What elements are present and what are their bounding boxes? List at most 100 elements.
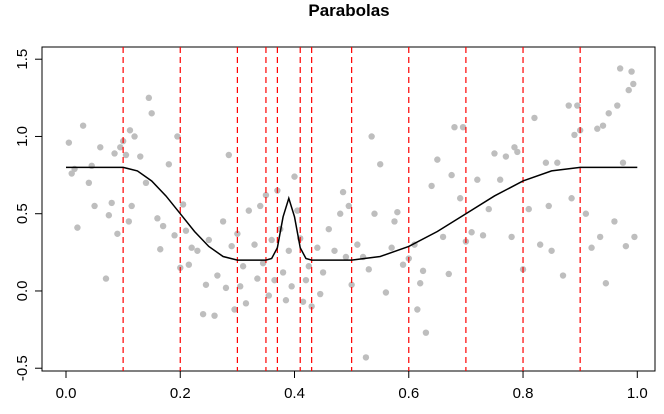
scatter-point — [474, 176, 481, 183]
scatter-point — [628, 68, 635, 75]
scatter-point — [114, 230, 121, 237]
scatter-point — [194, 247, 201, 254]
scatter-point — [459, 123, 467, 131]
scatter-point — [337, 210, 344, 217]
scatter-point — [365, 266, 372, 273]
scatter-point — [536, 241, 544, 248]
scatter-point — [416, 280, 424, 287]
scatter-point — [491, 150, 498, 157]
scatter-point — [245, 207, 253, 214]
scatter-point — [319, 269, 327, 276]
scatter-point — [257, 202, 264, 210]
scatter-point — [588, 244, 595, 251]
scatter-point — [496, 176, 504, 183]
scatter-point — [205, 236, 213, 244]
scatter-point — [68, 170, 75, 177]
scatter-point — [85, 179, 93, 187]
scatter-point — [599, 122, 607, 129]
scatter-point — [468, 229, 475, 236]
scatter-point — [285, 247, 292, 254]
scatter-point — [182, 227, 190, 234]
scatter-point — [145, 94, 153, 102]
scatter-point — [179, 201, 187, 208]
scatter-point — [314, 244, 321, 251]
fitted-curve — [65, 166, 638, 261]
scatter-point — [239, 263, 247, 270]
scatter-point — [305, 263, 312, 270]
scatter-point — [362, 354, 370, 361]
scatter-point — [342, 253, 350, 261]
scatter-point — [237, 283, 244, 290]
scatter-point — [568, 195, 575, 202]
scatter-point — [388, 244, 395, 251]
scatter-point — [171, 232, 178, 239]
scatter-point — [514, 148, 521, 156]
x-tick-label: 0.6 — [398, 385, 419, 402]
scatter-point — [259, 259, 267, 267]
scatter-point — [185, 261, 193, 268]
scatter-point — [345, 202, 352, 210]
scatter-point — [548, 247, 555, 254]
scatter-point — [479, 232, 487, 239]
scatter-point — [574, 102, 581, 109]
scatter-point — [157, 246, 164, 253]
scatter-point — [434, 156, 441, 163]
x-tick-label: 0.8 — [513, 385, 534, 402]
x-tick-label: 0.0 — [56, 385, 77, 402]
x-tick-label: 0.2 — [170, 385, 191, 402]
scatter-point — [265, 292, 273, 299]
chart-title: Parabolas — [308, 1, 389, 20]
scatter-point — [111, 150, 118, 157]
scatter-point — [154, 215, 161, 222]
scatter-point — [222, 284, 230, 292]
scatter-point — [126, 127, 134, 134]
scatter-point — [165, 161, 173, 168]
scatter-point — [394, 208, 401, 216]
scatter-point — [594, 125, 601, 132]
scatter-point — [231, 306, 238, 313]
scatter-point — [268, 236, 275, 244]
scatter-point — [502, 153, 510, 160]
scatter-point — [445, 270, 452, 278]
scatter-point — [391, 218, 398, 225]
scatter-point — [254, 275, 261, 282]
scatter-point — [291, 173, 298, 180]
scatter-point — [65, 139, 73, 146]
scatter-point — [451, 123, 458, 131]
y-tick-label: 1.0 — [14, 126, 31, 147]
scatter-point — [414, 306, 421, 313]
scatter-point — [448, 171, 455, 179]
scatter-point — [631, 233, 638, 241]
scatter-point — [611, 218, 618, 225]
scatter-point — [91, 202, 98, 210]
scatter-point — [228, 242, 235, 250]
scatter-point — [131, 133, 138, 140]
scatter-point — [308, 303, 315, 310]
scatter-point — [399, 261, 407, 268]
scatter-point — [148, 110, 155, 117]
scatter-point — [294, 207, 301, 214]
scatter-point — [142, 179, 150, 187]
scatter-point — [596, 233, 604, 241]
scatter-point — [302, 276, 310, 284]
scatter-point — [371, 210, 378, 217]
scatter-point — [128, 202, 135, 210]
scatter-point — [525, 205, 532, 213]
scatter-point — [508, 233, 515, 241]
scatter-point — [377, 161, 384, 168]
scatter-point — [614, 102, 621, 109]
scatter-point — [419, 267, 427, 275]
y-tick-label: 0.5 — [14, 203, 31, 224]
scatter-point — [117, 144, 124, 151]
scatter-point — [325, 225, 332, 233]
plot-box — [41, 46, 656, 372]
scatter-point — [368, 133, 375, 140]
scatter-point — [602, 280, 610, 287]
scatter-point — [214, 272, 221, 279]
scatter-point — [242, 300, 250, 307]
scatter-point — [262, 191, 270, 199]
scatter-point — [137, 153, 144, 160]
scatter-point — [619, 159, 627, 166]
scatter-point — [105, 212, 113, 219]
